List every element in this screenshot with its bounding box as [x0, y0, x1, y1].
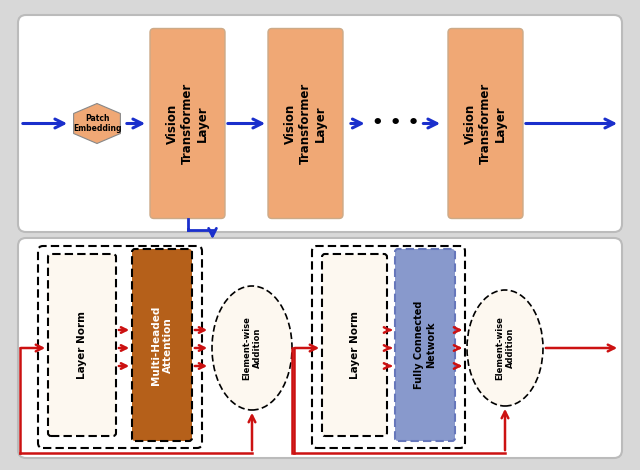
FancyBboxPatch shape	[395, 249, 455, 441]
Text: Multi-Headed
Attention: Multi-Headed Attention	[151, 306, 173, 384]
Text: Fully Connected
Network: Fully Connected Network	[414, 301, 436, 389]
FancyBboxPatch shape	[132, 249, 192, 441]
Ellipse shape	[467, 290, 543, 406]
Text: Vision
Transformer
Layer: Vision Transformer Layer	[166, 83, 209, 164]
Text: Layer Norm: Layer Norm	[349, 311, 360, 379]
Text: Element-wise
Addition: Element-wise Addition	[243, 316, 262, 380]
Polygon shape	[74, 103, 120, 143]
FancyBboxPatch shape	[18, 15, 622, 232]
FancyBboxPatch shape	[18, 238, 622, 458]
FancyBboxPatch shape	[150, 29, 225, 219]
Text: Element-wise
Addition: Element-wise Addition	[495, 316, 515, 380]
Text: • • •: • • •	[372, 115, 419, 133]
Text: Patch
Embedding: Patch Embedding	[73, 114, 121, 133]
FancyBboxPatch shape	[268, 29, 343, 219]
FancyBboxPatch shape	[48, 254, 116, 436]
Text: Vision
Transformer
Layer: Vision Transformer Layer	[464, 83, 507, 164]
FancyBboxPatch shape	[448, 29, 523, 219]
Ellipse shape	[212, 286, 292, 410]
Text: Layer Norm: Layer Norm	[77, 311, 87, 379]
Text: Vision
Transformer
Layer: Vision Transformer Layer	[284, 83, 327, 164]
FancyBboxPatch shape	[322, 254, 387, 436]
